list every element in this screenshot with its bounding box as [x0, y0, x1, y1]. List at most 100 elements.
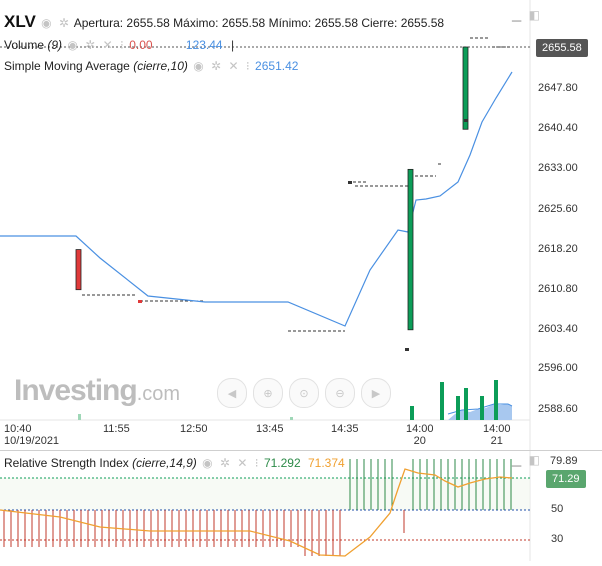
close-icon[interactable]: ✕ — [102, 38, 113, 52]
volume-legend: Volume (9) ◉ ✲ ✕ ⁝ 0.00 123.44 | — [4, 38, 234, 52]
price-tick-label: 2610.80 — [538, 283, 578, 295]
chart-settings[interactable]: ▁ ◧ — [510, 8, 542, 22]
gear-icon[interactable]: ✲ — [219, 456, 231, 470]
scroll-right-button[interactable]: ▶ — [361, 378, 391, 408]
sma-param: (cierre,10) — [133, 59, 188, 73]
time-label: 13:45 — [256, 423, 284, 435]
volume-bar — [440, 382, 444, 420]
rsi-axis-label: 30 — [551, 533, 564, 545]
rsi-signal-line — [0, 468, 513, 557]
volume-bar — [456, 396, 460, 420]
eye-icon[interactable]: ◉ — [202, 456, 213, 470]
volume-bars — [78, 380, 498, 420]
candle[interactable] — [75, 249, 82, 291]
investing-logo: Investing.com — [14, 374, 180, 408]
rsi-overbought-zone — [0, 478, 530, 510]
price-step-lines — [82, 37, 512, 332]
date-tick: 20 — [413, 435, 426, 447]
rsi-up-bars — [349, 459, 512, 510]
gear-icon[interactable]: ✲ — [58, 16, 70, 30]
gear-icon[interactable]: ✲ — [85, 38, 96, 52]
price-chart-svg[interactable] — [0, 0, 602, 450]
rsi-legend: Relative Strength Index (cierre,14,9) ◉ … — [4, 456, 345, 470]
eye-icon[interactable]: ◉ — [67, 38, 78, 52]
low-label: Mínimo: — [268, 16, 312, 30]
price-tick-label: 2588.60 — [538, 403, 578, 415]
candle[interactable] — [462, 46, 469, 130]
zoom-out-button[interactable]: ⊖ — [325, 378, 355, 408]
minimize-icon[interactable]: ▁ — [512, 453, 522, 467]
time-label: 11:55 — [103, 423, 130, 435]
time-label: 10:40 10/19/2021 — [4, 423, 59, 447]
rsi-settings[interactable]: ▁ ◧ — [510, 453, 542, 467]
eye-icon[interactable]: ◉ — [193, 59, 204, 73]
zoom-out-icon: ⊖ — [335, 387, 345, 400]
zoom-in-button[interactable]: ⊕ — [253, 378, 283, 408]
volume-bar — [464, 388, 468, 420]
zoom-reset-button[interactable]: ⊙ — [289, 378, 319, 408]
candle-tick — [348, 181, 352, 184]
gear-icon[interactable]: ✲ — [211, 59, 222, 73]
symbol-label: XLV — [4, 12, 36, 31]
time-label: 14:00 21 — [483, 423, 511, 447]
candle-tick — [405, 348, 409, 351]
sma-legend: Simple Moving Average (cierre,10) ◉ ✲ ✕ … — [4, 59, 298, 73]
time-label: 14:00 20 — [406, 423, 434, 447]
rsi-param: (cierre,14,9) — [132, 456, 197, 470]
volume-bar — [410, 406, 414, 420]
current-price-badge: 2655.58 — [536, 39, 588, 57]
price-tick-label: 2640.40 — [538, 122, 578, 134]
sma-value: 2651.42 — [255, 59, 299, 73]
rsi-axis-label: 79.89 — [550, 455, 578, 467]
volume-bar — [480, 396, 484, 420]
sma-label: Simple Moving Average — [4, 59, 130, 73]
volume-label: Volume — [4, 38, 45, 52]
more-icon[interactable]: ⁝ — [254, 456, 259, 470]
zoom-in-icon: ⊕ — [263, 387, 273, 400]
rsi-value: 71.292 — [263, 456, 301, 470]
settings-icon[interactable]: ◧ — [528, 453, 540, 467]
candle-tick — [464, 119, 468, 122]
rsi-chart-svg[interactable] — [0, 451, 602, 561]
scroll-left-button[interactable]: ◀ — [217, 378, 247, 408]
price-tick-label: 2647.80 — [538, 82, 578, 94]
time-tick: 11:55 — [103, 423, 130, 435]
settings-icon[interactable]: ◧ — [528, 8, 540, 22]
volume-bar — [494, 380, 498, 420]
more-icon[interactable]: ⁝ — [120, 38, 124, 52]
price-chart[interactable]: XLV ◉ ✲ Apertura: 2655.58 Máximo: 2655.5… — [0, 0, 602, 450]
time-tick: 14:35 — [331, 423, 359, 435]
candle[interactable] — [407, 168, 414, 331]
candle-tick — [138, 300, 142, 303]
time-tick: 10:40 — [4, 423, 32, 435]
scroll-right-icon: ▶ — [371, 387, 381, 400]
open-value: 2655.58 — [126, 16, 170, 30]
date-tick: 10/19/2021 — [4, 435, 60, 447]
price-tick-label: 2618.20 — [538, 243, 578, 255]
minimize-icon[interactable]: ▁ — [512, 8, 522, 22]
rsi-signal-value: 71.374 — [307, 456, 345, 470]
close-icon[interactable]: ✕ — [237, 456, 248, 470]
sma-line — [0, 71, 513, 327]
volume-param: (9) — [47, 38, 63, 52]
time-label: 14:35 — [331, 423, 359, 435]
zoom-reset-icon: ⊙ — [299, 387, 309, 400]
more-icon[interactable]: ⁝ — [245, 59, 250, 73]
time-tick: 13:45 — [256, 423, 284, 435]
time-label: 12:50 — [180, 423, 208, 435]
rsi-pane[interactable]: Relative Strength Index (cierre,14,9) ◉ … — [0, 450, 602, 561]
chart-toolbar: ◀ ⊕ ⊙ ⊖ ▶ — [217, 378, 391, 408]
high-label: Máximo: — [173, 16, 219, 30]
price-tick-label: 2596.00 — [538, 362, 578, 374]
rsi-label: Relative Strength Index — [4, 456, 129, 470]
logo-suffix: .com — [136, 383, 181, 405]
eye-icon[interactable]: ◉ — [41, 16, 52, 30]
close-icon[interactable]: ✕ — [228, 59, 239, 73]
volume-bar — [78, 414, 81, 420]
time-tick: 12:50 — [180, 423, 208, 435]
rsi-axis-label: 50 — [551, 503, 564, 515]
close-value: 2655.58 — [400, 16, 445, 30]
high-value: 2655.58 — [221, 16, 266, 30]
volume-value-1: 0.00 — [129, 38, 153, 52]
time-tick: 14:00 — [483, 423, 511, 435]
